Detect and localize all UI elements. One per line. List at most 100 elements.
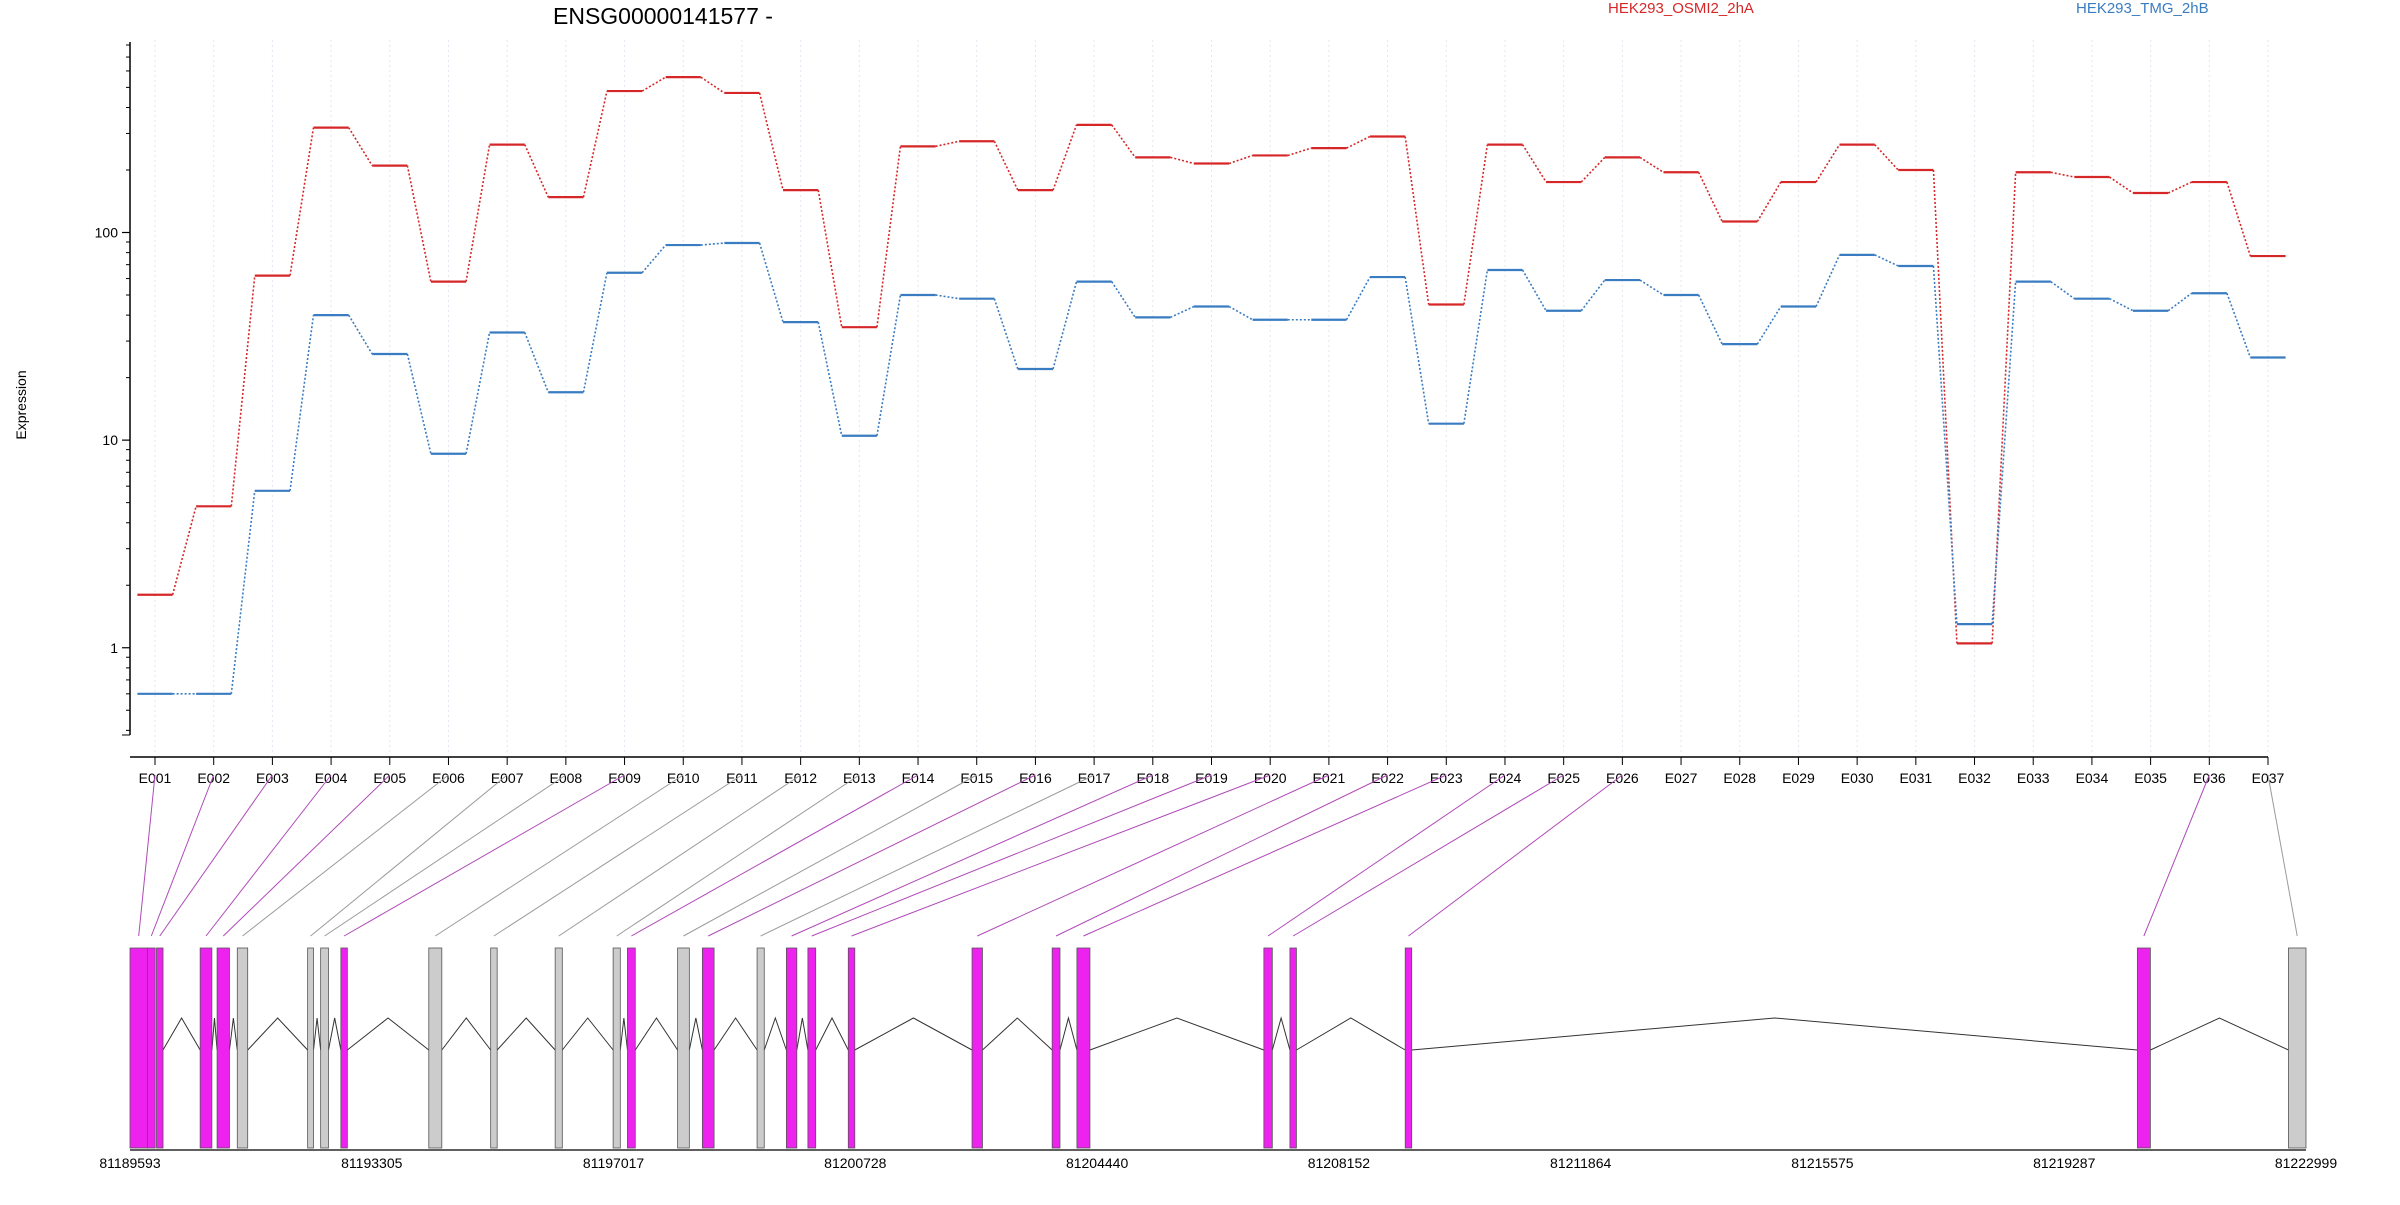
grid-lines: [154, 40, 2269, 752]
series-2-transition: [758, 242, 784, 323]
series-2-transition: [348, 314, 373, 355]
series-1-transition: [1521, 144, 1547, 183]
intron-line: [1296, 1017, 1406, 1051]
exon-label-e005: E005: [373, 770, 406, 786]
connector-e009: [343, 774, 625, 937]
series-2-transition: [1815, 254, 1841, 307]
series-1-transition: [230, 275, 256, 507]
coordinate-label-81193305: 81193305: [341, 1155, 402, 1171]
y-tick-label-10: 10: [102, 432, 118, 448]
series-2-transition: [230, 490, 256, 694]
coordinate-label-81200728: 81200728: [824, 1155, 887, 1171]
coordinate-label-81211864: 81211864: [1550, 1155, 1611, 1171]
series-2-transition: [1756, 306, 1782, 345]
series-1-transition: [582, 90, 608, 198]
intron-line: [763, 1016, 787, 1051]
series-2-transition: [1345, 276, 1371, 321]
series-1-transition: [1111, 124, 1136, 158]
series-2-transition: [1052, 281, 1078, 370]
exon-box-2: [146, 947, 156, 1149]
exon-box-10: [428, 947, 443, 1149]
intron-line: [688, 1017, 703, 1051]
connector-e007: [310, 774, 508, 937]
intron-line: [347, 1017, 430, 1051]
connector-e008: [324, 774, 567, 937]
series-2-transition: [1228, 305, 1253, 321]
series-2: [137, 241, 2286, 695]
connector-e026: [1408, 774, 1623, 937]
exon-box-1: [129, 947, 148, 1149]
coordinate-label-81189593: 81189593: [99, 1155, 160, 1171]
exon-box-11: [490, 947, 498, 1149]
series-1-transition: [289, 127, 315, 276]
exon-label-e030: E030: [1841, 770, 1874, 786]
series-2-transition: [876, 294, 902, 436]
intron-line: [496, 1017, 556, 1051]
connector-e012: [558, 774, 801, 937]
series-2-transition: [2167, 292, 2193, 312]
connector-e014: [631, 774, 919, 937]
connector-e006: [242, 774, 449, 937]
exon-box-15: [677, 947, 690, 1149]
series-1-transition: [171, 506, 197, 595]
intron-line: [796, 1017, 809, 1051]
series-1-transition: [700, 76, 725, 94]
intron-line: [312, 1017, 322, 1051]
series-1: [137, 76, 2286, 645]
connector-e023: [1083, 774, 1447, 937]
series-1-transition: [2226, 181, 2252, 257]
series-1-transition: [1287, 147, 1312, 157]
exon-label-e036: E036: [2193, 770, 2226, 786]
series-2-transition: [700, 242, 725, 246]
exon-box-22: [1051, 947, 1061, 1149]
series-1-transition: [641, 76, 667, 92]
series-2-transition: [1639, 279, 1664, 296]
series-1-transition: [1463, 144, 1489, 305]
series-2-transition: [465, 332, 491, 454]
connector-e001: [138, 774, 156, 937]
legend-entry-1: HEK293_OSMI2_2hA: [1608, 0, 1754, 17]
legend-entry-2: HEK293_TMG_2hB: [2076, 0, 2209, 17]
coordinate-label-81215575: 81215575: [1791, 1155, 1854, 1171]
intron-line: [327, 1017, 342, 1051]
exon-box-20: [847, 947, 856, 1149]
connector-e036: [2143, 774, 2210, 937]
series-2-transition: [993, 298, 1019, 370]
intron-line: [634, 1017, 679, 1051]
series-1-transition: [1404, 136, 1430, 305]
exon-box-9: [340, 947, 348, 1149]
connector-e018: [791, 774, 1154, 937]
connector-e024: [1267, 774, 1506, 937]
series-1-transition: [1815, 144, 1841, 183]
intron-line: [1411, 1017, 2138, 1051]
connector-e011: [493, 774, 743, 937]
exon-label-e011: E011: [726, 770, 758, 786]
exon-label-e026: E026: [1606, 770, 1639, 786]
y-tick-label-100: 100: [95, 225, 119, 241]
exon-label-e024: E024: [1489, 770, 1522, 786]
coordinate-label-81204440: 81204440: [1066, 1155, 1129, 1171]
intron-line: [247, 1017, 308, 1051]
chart-title: ENSG00000141577 -: [553, 3, 773, 29]
exon-label-e002: E002: [197, 770, 230, 786]
series-1-transition: [1697, 171, 1723, 222]
series-1-transition: [758, 92, 784, 191]
intron-line: [1089, 1017, 1265, 1051]
connector-e003: [159, 774, 273, 937]
exon-label-e019: E019: [1195, 770, 1228, 786]
exon-box-6: [236, 947, 249, 1149]
exon-box-13: [612, 947, 621, 1149]
series-2-transition: [1404, 276, 1430, 424]
connector-e005: [222, 774, 391, 937]
exon-connectors: [138, 774, 2298, 937]
exon-label-e034: E034: [2076, 770, 2109, 786]
exon-box-4: [199, 947, 213, 1149]
series-2-transition: [406, 353, 432, 454]
intron-line: [982, 1017, 1053, 1051]
coordinate-label-81197017: 81197017: [583, 1155, 644, 1171]
exon-box-7: [307, 947, 314, 1149]
y-tick-label-1: 1: [110, 640, 118, 656]
series-1-transition: [1991, 172, 2017, 644]
connector-e004: [205, 774, 332, 937]
series-2-transition: [524, 332, 549, 393]
